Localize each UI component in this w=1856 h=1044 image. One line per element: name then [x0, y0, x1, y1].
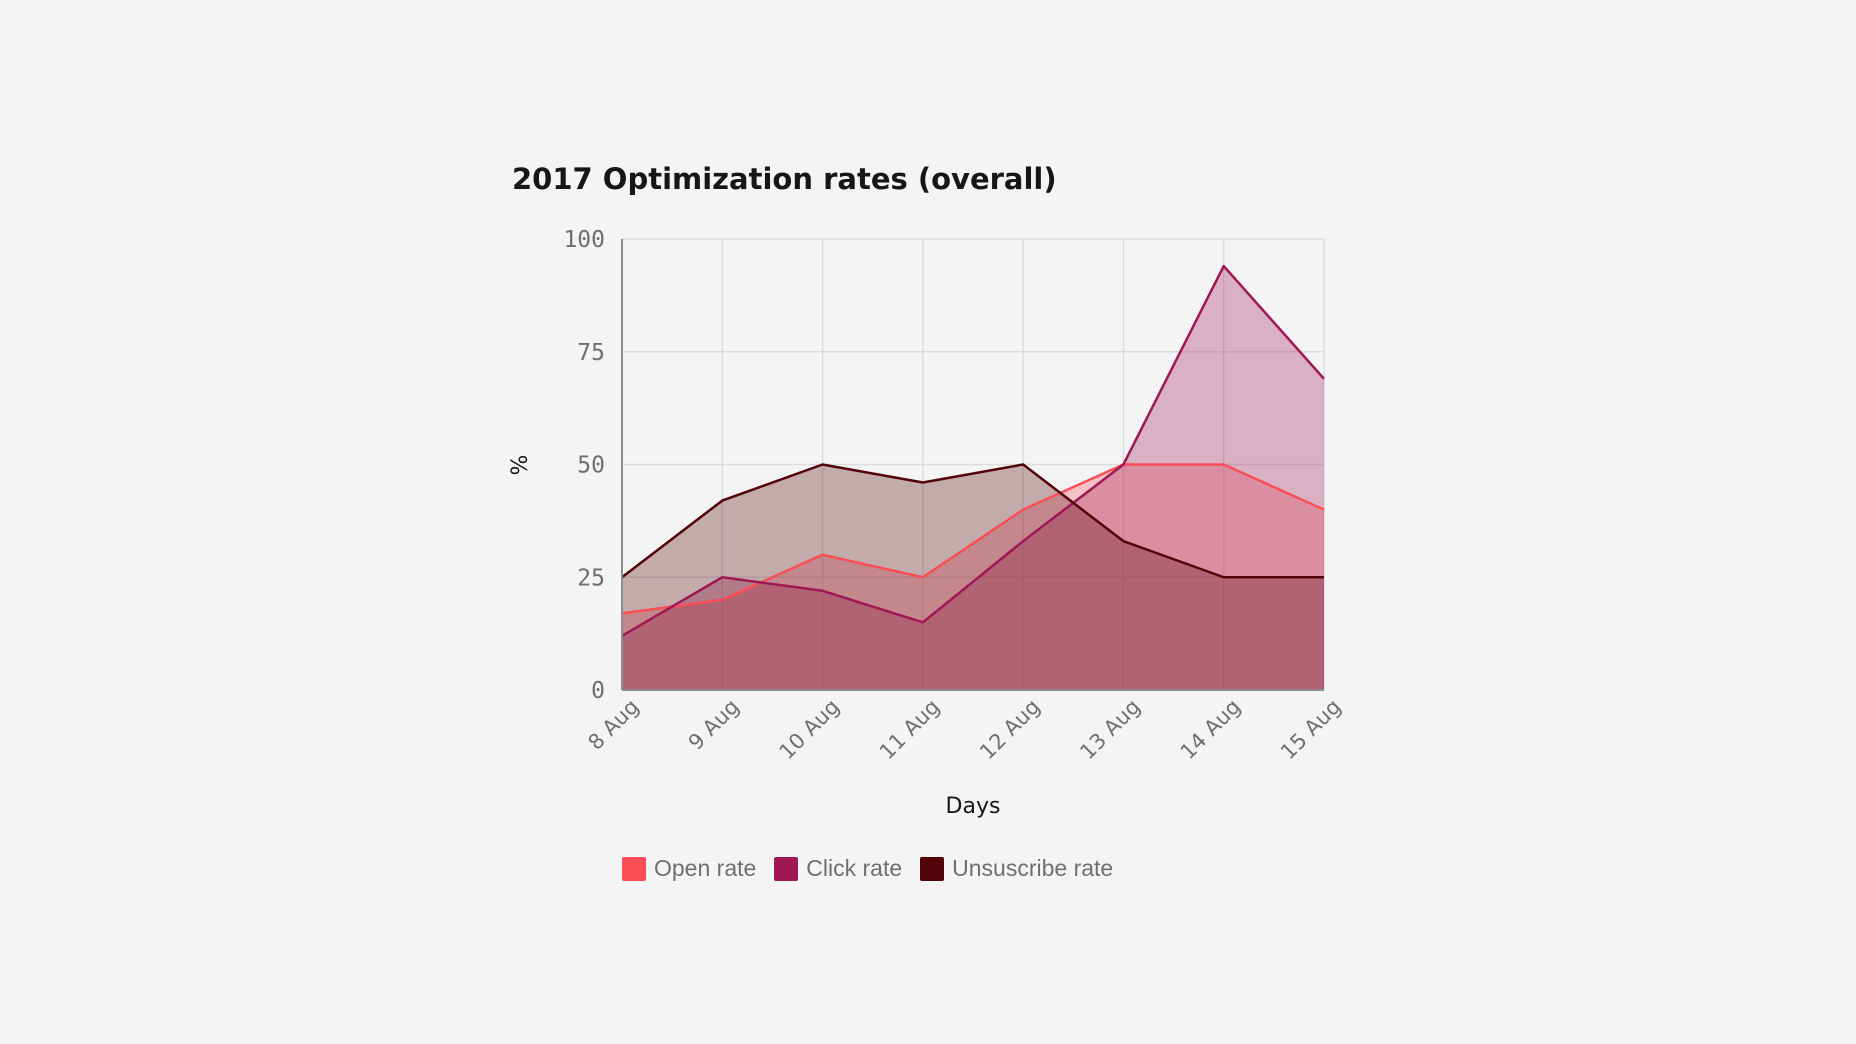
- series-area: [622, 464, 1324, 690]
- legend-swatch: [920, 856, 945, 881]
- chart-title: 2017 Optimization rates (overall): [512, 162, 1057, 196]
- series-area: [622, 266, 1324, 690]
- legend: Open rate Click rate Unsuscribe rate: [622, 855, 1131, 882]
- x-tick-label: 10 Aug: [775, 695, 845, 765]
- series-line: [621, 264, 1325, 637]
- y-tick-label: 25: [577, 565, 605, 591]
- x-tick-label: 13 Aug: [1075, 695, 1145, 765]
- series-area: [622, 464, 1324, 690]
- legend-swatch: [774, 856, 799, 881]
- legend-label: Open rate: [654, 855, 757, 881]
- legend-item: Unsuscribe rate: [920, 855, 1113, 882]
- y-tick-label: 0: [591, 678, 605, 704]
- legend-swatch: [622, 856, 646, 881]
- series-line: [621, 463, 1325, 615]
- axes: [621, 239, 1324, 691]
- y-axis-title: %: [508, 455, 533, 476]
- legend-item: Click rate: [774, 855, 902, 882]
- legend-item: Open rate: [622, 855, 756, 882]
- x-tick-label: 15 Aug: [1276, 695, 1346, 765]
- x-tick-label: 14 Aug: [1176, 695, 1246, 765]
- series-line: [621, 463, 1324, 579]
- legend-label: Unsuscribe rate: [952, 855, 1114, 881]
- x-tick-label: 11 Aug: [875, 695, 945, 765]
- x-tick-label: 9 Aug: [684, 695, 744, 755]
- x-axis-title: Days: [946, 794, 1001, 819]
- y-tick-label: 75: [577, 340, 605, 366]
- y-tick-label: 50: [577, 453, 605, 479]
- y-tick-label: 100: [563, 227, 605, 253]
- series-areas: [622, 266, 1324, 690]
- legend-label: Click rate: [806, 855, 903, 881]
- x-tick-label: 12 Aug: [975, 695, 1045, 765]
- series-lines: [621, 264, 1325, 637]
